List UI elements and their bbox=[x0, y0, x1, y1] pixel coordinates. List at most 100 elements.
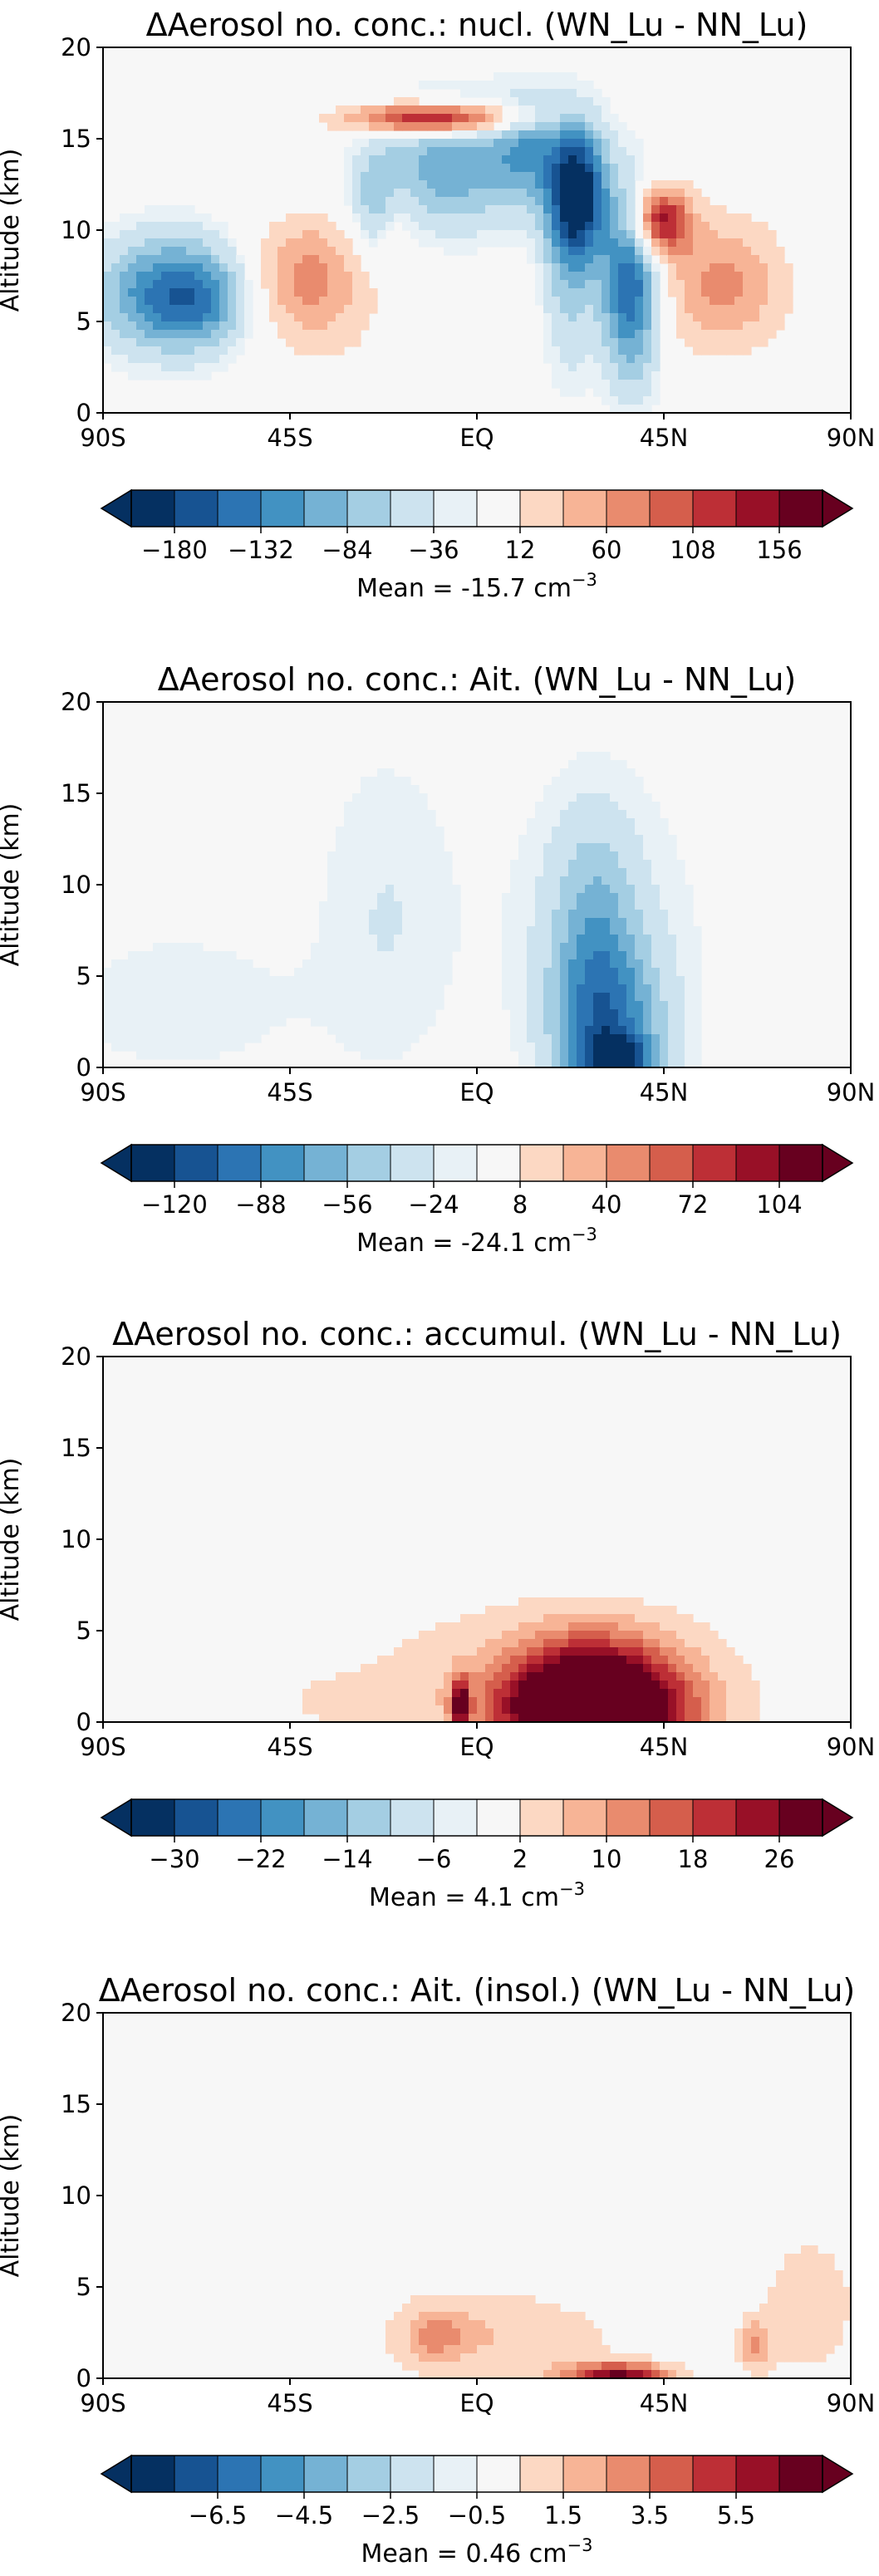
contour-cell bbox=[743, 313, 752, 322]
contour-cell bbox=[161, 371, 170, 380]
contour-cell bbox=[311, 943, 320, 952]
colorbar-segment bbox=[779, 490, 823, 527]
contour-cell bbox=[477, 1697, 486, 1706]
contour-cell bbox=[518, 843, 528, 852]
contour-cell bbox=[277, 263, 287, 272]
contour-cell bbox=[402, 935, 411, 944]
contour-cell bbox=[128, 288, 137, 297]
contour-cell bbox=[518, 951, 528, 960]
contour-cell bbox=[178, 297, 187, 306]
contour-cell bbox=[377, 901, 386, 910]
contour-cell bbox=[469, 122, 478, 131]
contour-cell bbox=[518, 1639, 528, 1648]
contour-cell bbox=[535, 213, 544, 223]
contour-cell bbox=[169, 338, 179, 347]
colorbar-min-extension bbox=[100, 1798, 132, 1838]
contour-cell bbox=[535, 1001, 544, 1010]
contour-cell bbox=[452, 2312, 461, 2321]
contour-cell bbox=[701, 288, 710, 297]
contour-cell bbox=[402, 2304, 411, 2313]
contour-cell bbox=[618, 213, 627, 223]
contour-cell bbox=[602, 2353, 611, 2363]
contour-cell bbox=[643, 288, 652, 297]
contour-cell bbox=[585, 288, 594, 297]
contour-cell bbox=[435, 1631, 444, 1640]
contour-cell bbox=[410, 1009, 420, 1018]
contour-cell bbox=[469, 1656, 478, 1665]
contour-cell bbox=[410, 1681, 420, 1690]
contour-cell bbox=[236, 288, 245, 297]
contour-cell bbox=[668, 1009, 677, 1018]
contour-cell bbox=[618, 777, 627, 786]
contour-cell bbox=[593, 105, 602, 115]
contour-cell bbox=[527, 943, 536, 952]
contour-cell bbox=[327, 893, 336, 902]
contour-cell bbox=[527, 89, 536, 98]
contour-cell bbox=[444, 910, 453, 919]
contour-cell bbox=[626, 263, 636, 272]
contour-cell bbox=[602, 247, 611, 256]
contour-cell bbox=[294, 993, 303, 1002]
contour-cell bbox=[585, 1647, 594, 1656]
contour-cell bbox=[385, 1664, 395, 1673]
contour-cell bbox=[602, 1647, 611, 1656]
contour-cell bbox=[568, 313, 577, 322]
contour-cell bbox=[219, 1026, 228, 1035]
contour-cell bbox=[302, 313, 312, 322]
contour-cell bbox=[552, 1597, 561, 1607]
contour-cell bbox=[302, 338, 312, 347]
contour-cell bbox=[543, 893, 552, 902]
contour-cell bbox=[327, 263, 336, 272]
contour-cell bbox=[361, 810, 370, 819]
contour-cell bbox=[668, 1705, 677, 1715]
contour-cell bbox=[385, 793, 395, 802]
colorbar-segment bbox=[218, 490, 262, 527]
contour-cell bbox=[734, 280, 744, 289]
contour-cell bbox=[244, 313, 253, 322]
contour-cell bbox=[419, 910, 428, 919]
contour-cell bbox=[610, 155, 619, 164]
contour-cell bbox=[610, 305, 619, 314]
contour-cell bbox=[327, 288, 336, 297]
contour-cell bbox=[194, 330, 204, 339]
contour-cell bbox=[577, 130, 586, 140]
contour-cell bbox=[460, 1672, 469, 1681]
contour-cell bbox=[626, 918, 636, 927]
contour-cell bbox=[469, 130, 478, 140]
contour-cell bbox=[602, 280, 611, 289]
contour-cell bbox=[568, 1034, 577, 1043]
contour-cell bbox=[751, 1705, 760, 1715]
contour-cell bbox=[419, 1639, 428, 1648]
contour-cell bbox=[469, 238, 478, 248]
contour-cell bbox=[402, 793, 411, 802]
contour-cell bbox=[577, 114, 586, 123]
contour-cell bbox=[552, 380, 561, 389]
contour-cell bbox=[568, 968, 577, 977]
contour-cell bbox=[660, 1631, 669, 1640]
contour-cell bbox=[618, 1656, 627, 1665]
contour-cell bbox=[759, 247, 769, 256]
contour-cell bbox=[327, 1018, 336, 1027]
contour-cell bbox=[643, 405, 652, 414]
contour-cell bbox=[518, 222, 528, 231]
contour-cell bbox=[120, 305, 129, 314]
colorbar-segment bbox=[650, 1799, 694, 1836]
contour-cell bbox=[369, 230, 378, 239]
contour-cell bbox=[568, 768, 577, 778]
contour-cell bbox=[494, 1705, 503, 1715]
contour-cell bbox=[444, 2312, 453, 2321]
contour-cell bbox=[568, 122, 577, 131]
contour-cell bbox=[452, 893, 461, 902]
contour-cell bbox=[568, 222, 577, 231]
contour-cell bbox=[535, 130, 544, 140]
contour-cell bbox=[502, 1656, 511, 1665]
contour-cell bbox=[743, 2362, 752, 2371]
contour-cell bbox=[543, 2370, 552, 2379]
contour-cell bbox=[336, 122, 345, 131]
contour-cell bbox=[369, 851, 378, 861]
contour-cell bbox=[535, 2353, 544, 2363]
contour-cell bbox=[169, 330, 179, 339]
contour-cell bbox=[186, 1001, 195, 1010]
contour-cell bbox=[435, 164, 444, 173]
contour-cell bbox=[610, 371, 619, 380]
